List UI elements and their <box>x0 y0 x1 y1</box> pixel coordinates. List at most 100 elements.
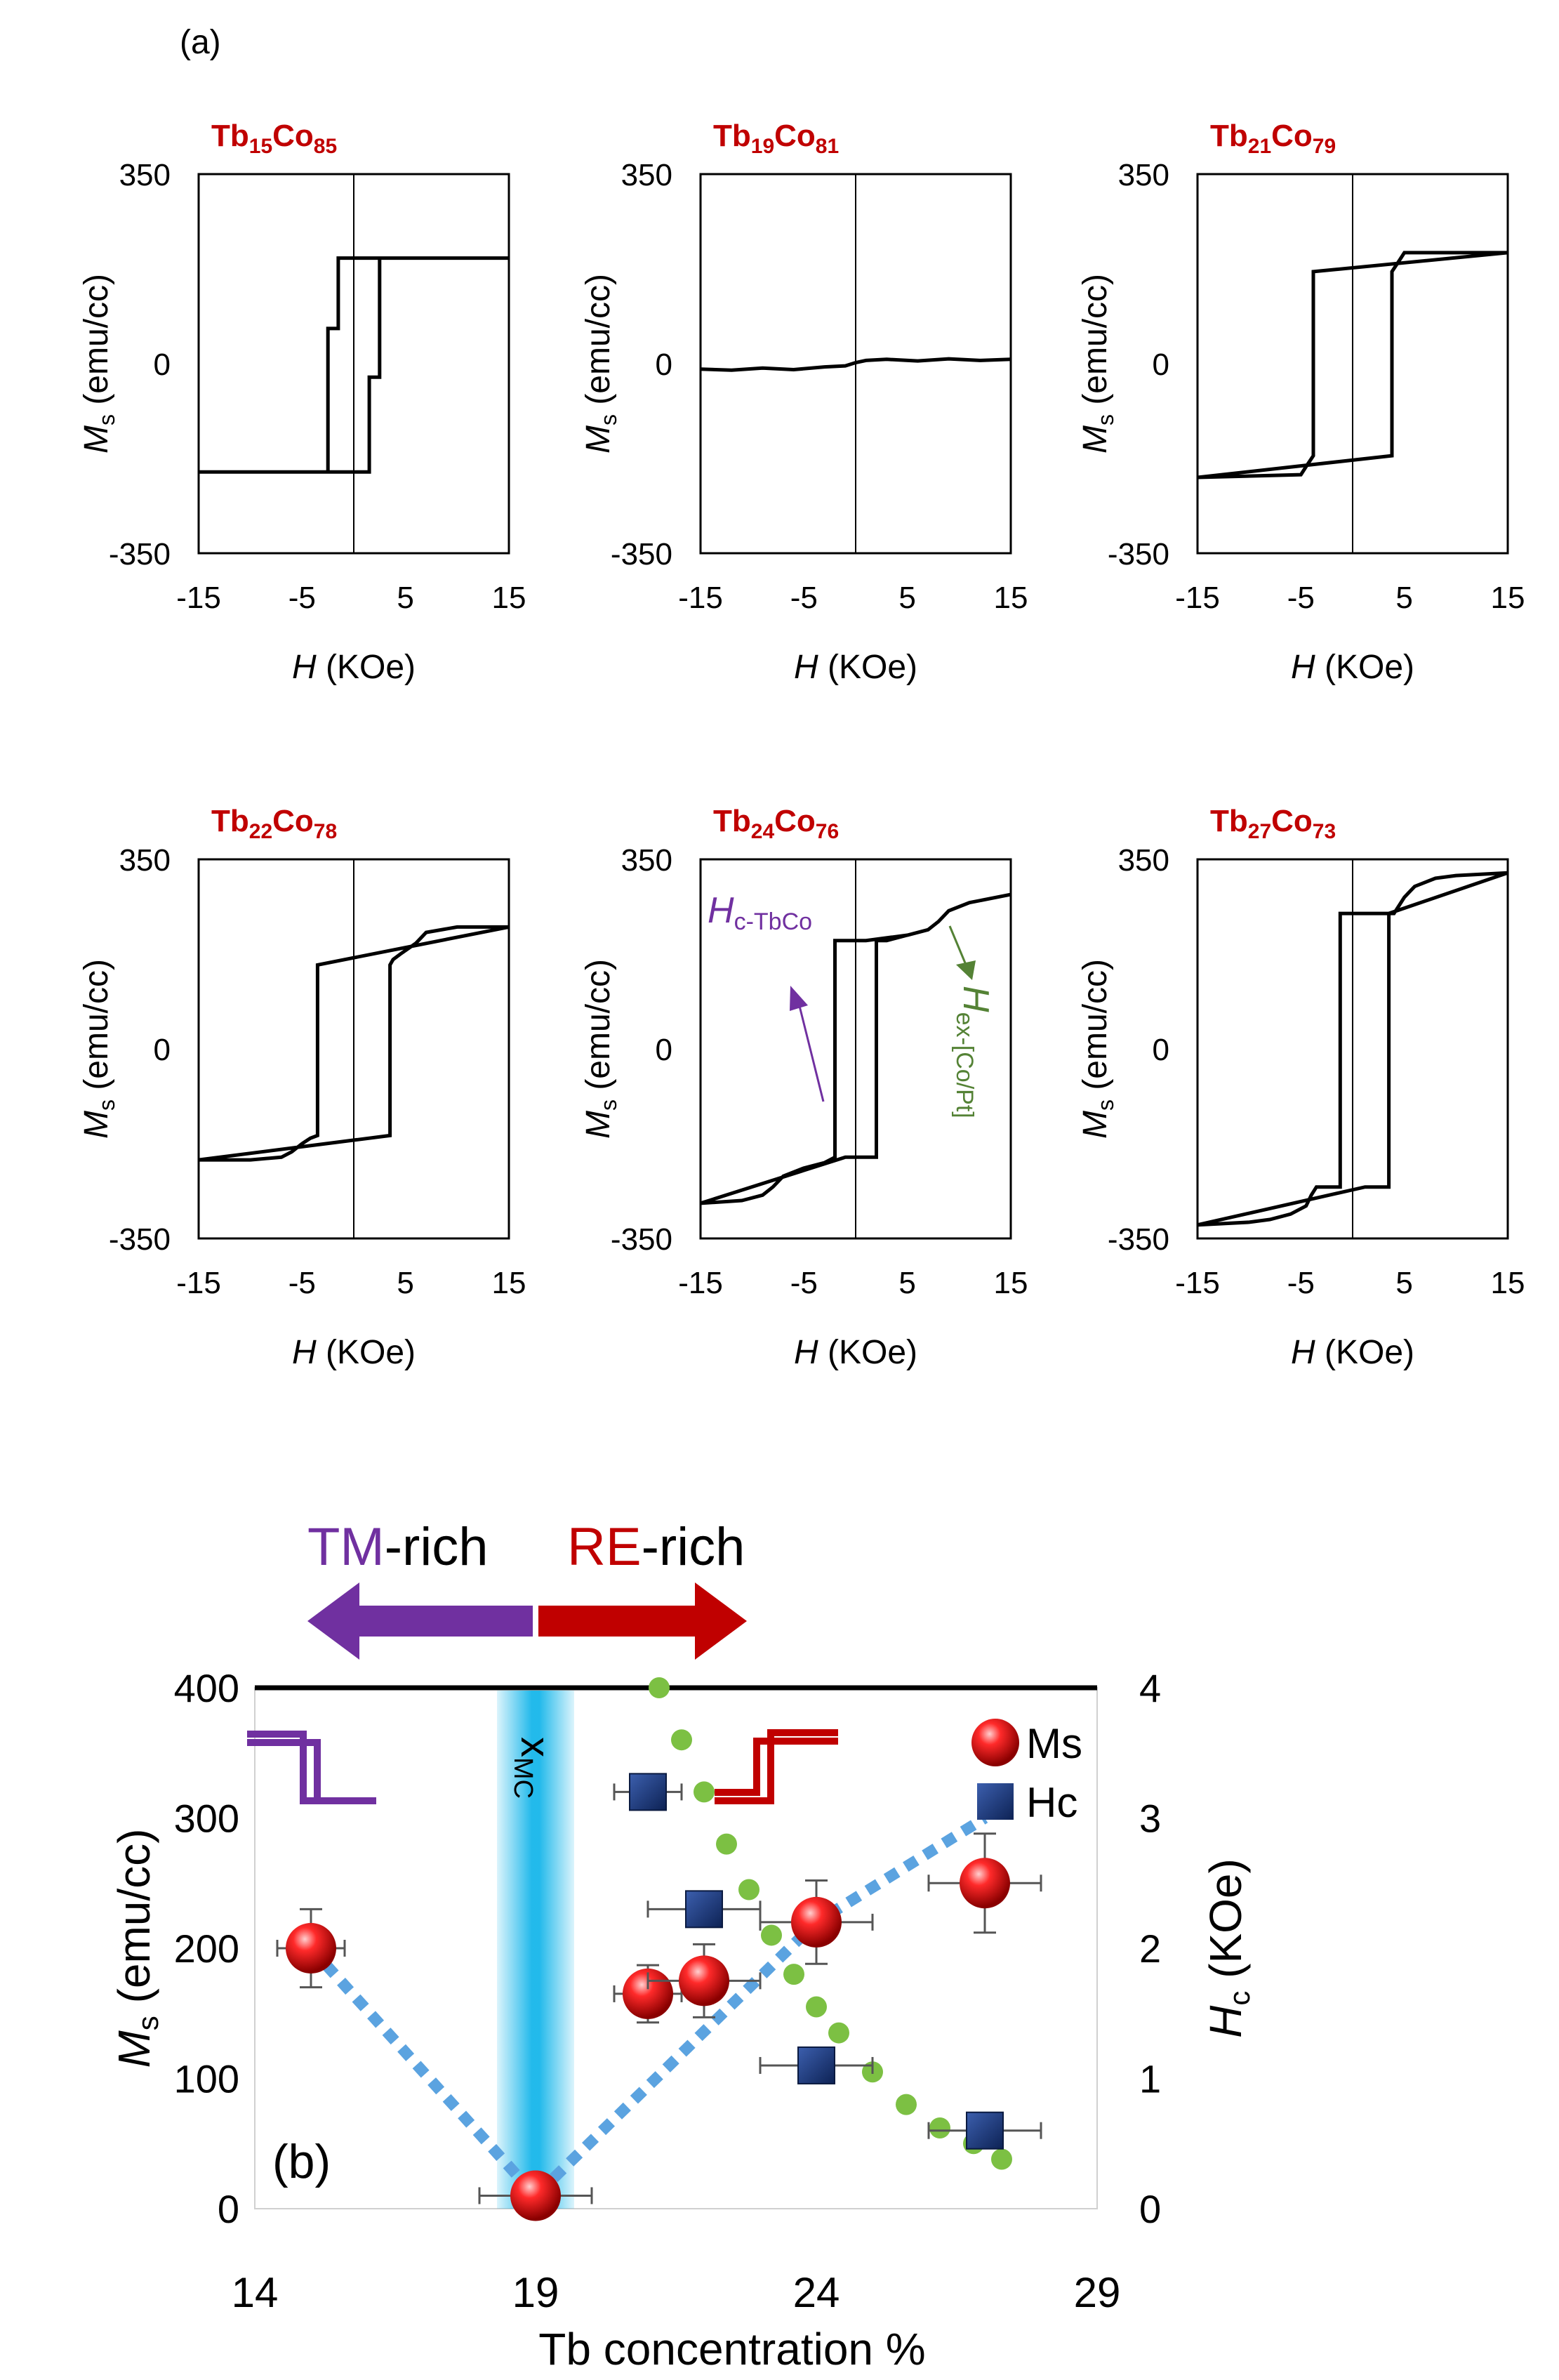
y-tick-label: 100 <box>174 2057 239 2101</box>
x-tick-label: 29 <box>1074 2269 1121 2316</box>
ms-marker <box>679 1955 729 2007</box>
ms-marker <box>791 1896 842 1948</box>
title-subscript: 22 <box>249 820 272 843</box>
annotation-subscript: c-TbCo <box>734 908 812 935</box>
y-tick-label: -350 <box>611 537 672 571</box>
y2-axis-unit: (KOe) <box>1200 1858 1251 1990</box>
title-element: Tb <box>211 119 249 153</box>
y-tick-label: 0 <box>154 1033 171 1067</box>
x-axis-symbol: H <box>292 1334 317 1371</box>
title-element: Co <box>272 119 314 153</box>
re-loop-icon-b <box>715 1738 838 1796</box>
hc-marker <box>629 1773 667 1811</box>
x-tick-label: -15 <box>678 581 723 615</box>
tm-rich-suffix: -rich <box>385 1517 489 1577</box>
y-tick-label: -350 <box>1108 537 1169 571</box>
x-axis-unit: (KOe) <box>326 1334 416 1371</box>
space <box>317 649 326 686</box>
hysteresis-chart-5: Tb24Co76 350 0 -350-15 -5 5 15 H (KOe) Ms (emu/c… <box>580 804 1028 1371</box>
x-axis-unit: (KOe) <box>1325 649 1414 686</box>
y-axis-label: Ms (emu/cc) <box>78 274 119 454</box>
y-axis-subscript: s <box>596 1099 621 1111</box>
hc-trend-dot <box>896 2094 917 2115</box>
y-axis-symbol: M <box>580 1111 617 1139</box>
sample-title: Tb19Co81 <box>713 119 839 158</box>
title-subscript: 76 <box>816 820 839 843</box>
x-axis-label: H (KOe) <box>794 649 917 686</box>
y2-tick-label: 2 <box>1139 1926 1161 1971</box>
y-tick-label: 0 <box>1153 1033 1169 1067</box>
x-tick-label: 19 <box>512 2269 559 2316</box>
y-tick-label: 350 <box>1118 158 1169 192</box>
sample-title: Tb27Co73 <box>1210 804 1336 843</box>
hc-trend-dot <box>806 1996 827 2018</box>
ms-marker <box>510 2170 561 2221</box>
x-tick-label: 15 <box>492 1266 526 1300</box>
space <box>1315 1334 1325 1371</box>
x-tick-label: -5 <box>288 581 316 615</box>
y-tick-label: 0 <box>656 1033 672 1067</box>
x-tick-label: 15 <box>492 581 526 615</box>
x-tick-label: -15 <box>1175 1266 1220 1300</box>
y-axis-label: Ms (emu/cc) <box>580 959 621 1139</box>
x-tick-label: 5 <box>898 581 915 615</box>
y-tick-label: -350 <box>109 1222 171 1257</box>
legend-hc-marker <box>977 1783 1014 1820</box>
y-axis-symbol: M <box>1077 1111 1114 1139</box>
x-tick-label: -5 <box>1287 1266 1315 1300</box>
y-tick-label: 0 <box>154 348 171 382</box>
sample-title: Tb22Co78 <box>211 804 337 843</box>
tm-rich-label: TM-rich <box>307 1517 489 1577</box>
y-axis-symbol: M <box>109 2030 159 2068</box>
hysteresis-chart-4: Tb22Co78 350 0 -350-15 -5 5 15 H (KOe) Ms (emu/c… <box>78 804 526 1371</box>
y-axis-subscript: s <box>94 1099 119 1111</box>
space <box>1315 649 1325 686</box>
hysteresis-chart-2: Tb19Co81 350 0 -350-15 -5 5 15 H (KOe) Ms (emu/c… <box>580 119 1028 686</box>
x-axis-label: H (KOe) <box>292 649 416 686</box>
panel-b-label: (b) <box>272 2135 331 2188</box>
y-axis-unit: (emu/cc) <box>109 1829 159 2016</box>
title-element: Tb <box>211 804 249 838</box>
legend-ms-marker <box>971 1719 1019 1766</box>
x-axis-label: H (KOe) <box>292 1334 416 1371</box>
y-tick-label: -350 <box>611 1222 672 1257</box>
sample-title: Tb15Co85 <box>211 119 337 158</box>
title-subscript: 78 <box>314 820 337 843</box>
x-tick-label: -5 <box>790 581 818 615</box>
y-tick-label: 0 <box>656 348 672 382</box>
tm-loop-icon-b <box>247 1739 321 1801</box>
hysteresis-chart-3: Tb21Co79 350 0 -350-15 -5 5 15 H (KOe) Ms (emu/c… <box>1077 119 1525 686</box>
x-tick-label: 5 <box>898 1266 915 1300</box>
annotation-symbol: H <box>708 890 734 931</box>
hysteresis-loop <box>199 256 509 474</box>
x-axis-symbol: H <box>292 649 317 686</box>
title-element: Tb <box>713 804 751 838</box>
sample-title: Tb24Co76 <box>713 804 839 843</box>
tm-loop-icon-a <box>247 1731 376 1804</box>
panel-a-label: (a) <box>180 24 221 61</box>
x-tick-label: 5 <box>1395 581 1412 615</box>
x-tick-label: 5 <box>1395 1266 1412 1300</box>
space <box>818 1334 828 1371</box>
y-axis-symbol: M <box>580 425 617 454</box>
x-axis-unit: (KOe) <box>828 1334 917 1371</box>
y-axis-symbol: M <box>1077 425 1114 454</box>
title-element: Tb <box>713 119 751 153</box>
y2-axis-subscript: c <box>1223 1991 1256 2006</box>
x-axis-label: H (KOe) <box>1291 649 1414 686</box>
x-tick-label: -15 <box>176 581 221 615</box>
x-tick-label: 15 <box>994 1266 1028 1300</box>
hc-trend-dot <box>929 2117 950 2138</box>
y-axis-symbol: M <box>78 425 115 454</box>
y-axis-subscript: s <box>596 414 621 425</box>
compensation-symbol: x <box>512 1737 558 1757</box>
title-subscript: 73 <box>1313 820 1336 843</box>
hysteresis-loop <box>700 357 1011 372</box>
x-tick-label: 15 <box>994 581 1028 615</box>
y-axis-label: Ms (emu/cc) <box>109 1829 164 2068</box>
x-axis-unit: (KOe) <box>326 649 416 686</box>
hysteresis-loop <box>1197 871 1508 1227</box>
compensation-band <box>497 1691 574 2209</box>
